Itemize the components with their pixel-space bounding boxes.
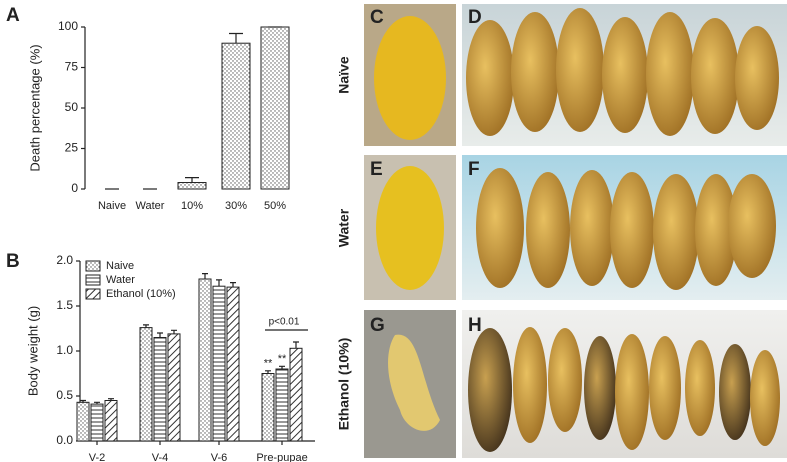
- error-bar: [279, 365, 285, 369]
- bar: [139, 327, 153, 442]
- bar: [275, 368, 289, 442]
- x-tick-label: Pre-pupae: [256, 452, 307, 462]
- panel-letter: D: [468, 7, 482, 28]
- bar: [167, 333, 181, 442]
- y-tick-label: 1.5: [56, 298, 73, 312]
- row-label: Water: [336, 208, 352, 247]
- x-tick-label: V-2: [89, 452, 106, 462]
- legend-swatch: [85, 288, 101, 300]
- pupae: [466, 8, 779, 136]
- bar: [226, 286, 240, 442]
- bar: [104, 400, 118, 442]
- error-bar: [171, 329, 177, 334]
- row-label: Naïve: [336, 56, 352, 94]
- legend-label: Ethanol (10%): [106, 288, 176, 300]
- bar: [289, 347, 303, 442]
- pupae: [468, 327, 780, 452]
- panel-letter: F: [468, 159, 480, 180]
- x-tick-label: V-4: [152, 452, 169, 462]
- error-bar: [185, 177, 199, 183]
- panel-letter: A: [6, 5, 20, 26]
- photos: [364, 4, 787, 458]
- legend-swatch: [85, 274, 101, 286]
- y-tick-label: 2.0: [56, 253, 73, 267]
- bar: [198, 278, 212, 442]
- cocoon: [374, 16, 446, 140]
- x-tick-label: Naive: [98, 200, 126, 212]
- bar: [221, 42, 251, 190]
- y-tick-label: 0.5: [56, 388, 73, 402]
- bar: [177, 182, 207, 190]
- bar: [90, 403, 104, 442]
- y-axis-label: Body weight (g): [25, 306, 40, 396]
- legend-label: Naive: [106, 260, 134, 272]
- bar: [76, 401, 90, 442]
- x-tick-label: 10%: [181, 200, 203, 212]
- bar: [260, 26, 290, 190]
- x-tick-label: 30%: [225, 200, 247, 212]
- y-tick-label: 50: [65, 100, 79, 114]
- y-tick-label: 1.0: [56, 343, 73, 357]
- panel-letter: E: [370, 159, 383, 180]
- panel-letter: H: [468, 315, 482, 336]
- error-bar: [230, 282, 236, 288]
- y-tick-label: 100: [58, 19, 78, 33]
- legend-swatch: [85, 260, 101, 272]
- error-bar: [94, 401, 100, 405]
- y-tick-label: 0: [71, 181, 78, 195]
- panel-letter: C: [370, 7, 384, 28]
- error-bar: [80, 399, 86, 403]
- pupae: [476, 168, 776, 290]
- error-bar: [216, 279, 222, 287]
- error-bar: [143, 324, 149, 328]
- error-bar: [229, 32, 243, 44]
- annotation: **: [264, 358, 273, 370]
- error-bar: [265, 370, 271, 374]
- annotation: **: [278, 353, 287, 365]
- larva: [388, 334, 440, 431]
- cocoon: [376, 166, 444, 290]
- panel-letter: B: [6, 251, 20, 272]
- bar: [212, 285, 226, 442]
- legend-label: Water: [106, 274, 135, 286]
- bar: [261, 373, 275, 442]
- error-bar: [293, 341, 299, 349]
- bar: [153, 337, 167, 442]
- annotation: p<0.01: [269, 317, 300, 328]
- y-tick-label: 25: [65, 141, 79, 155]
- error-bar: [157, 332, 163, 338]
- x-tick-label: V-6: [211, 452, 228, 462]
- photo-labels: C D E F G H Naïve Water Ethanol (10%): [336, 7, 482, 430]
- x-tick-label: Water: [136, 200, 165, 212]
- error-bar: [202, 273, 208, 279]
- y-tick-label: 75: [65, 60, 79, 74]
- panel-letter: G: [370, 315, 385, 336]
- y-axis-label: Death percentage (%): [27, 44, 42, 171]
- y-tick-label: 0.0: [56, 433, 73, 447]
- x-tick-label: 50%: [264, 200, 286, 212]
- error-bar: [108, 398, 114, 401]
- row-label: Ethanol (10%): [336, 338, 352, 431]
